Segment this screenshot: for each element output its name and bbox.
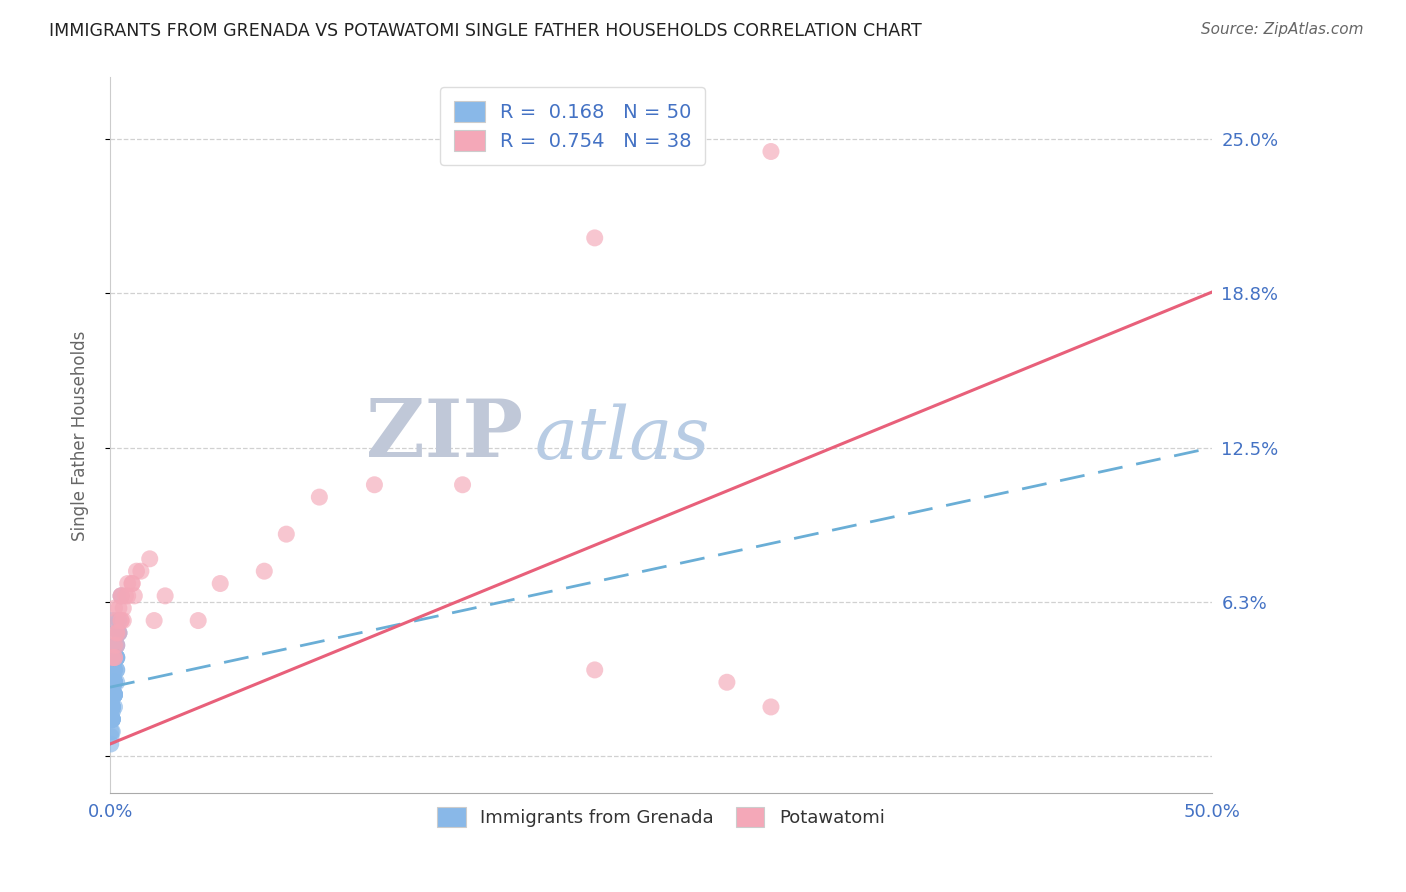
Point: [103, 675, 125, 690]
Point: [110, 614, 132, 628]
Point: [308, 490, 330, 504]
Point: [716, 675, 738, 690]
Point: [101, 688, 124, 702]
Point: [759, 700, 782, 714]
Point: [110, 589, 132, 603]
Point: [105, 663, 128, 677]
Point: [103, 650, 125, 665]
Point: [105, 663, 128, 677]
Point: [138, 551, 160, 566]
Point: [103, 675, 125, 690]
Point: [101, 700, 124, 714]
Point: [112, 614, 135, 628]
Point: [108, 614, 131, 628]
Point: [105, 638, 128, 652]
Point: [143, 614, 166, 628]
Point: [110, 589, 132, 603]
Point: [101, 688, 124, 702]
Text: atlas: atlas: [534, 404, 710, 475]
Point: [105, 650, 128, 665]
Point: [112, 601, 135, 615]
Point: [129, 564, 152, 578]
Point: [103, 688, 125, 702]
Point: [103, 688, 125, 702]
Point: [101, 700, 124, 714]
Point: [105, 650, 128, 665]
Point: [117, 589, 139, 603]
Point: [108, 626, 131, 640]
Point: [103, 601, 125, 615]
Point: [105, 638, 128, 652]
Point: [209, 576, 232, 591]
Point: [101, 712, 124, 726]
Point: [187, 614, 209, 628]
Point: [101, 688, 124, 702]
Point: [117, 576, 139, 591]
Point: [363, 477, 385, 491]
Legend: Immigrants from Grenada, Potawatomi: Immigrants from Grenada, Potawatomi: [430, 800, 891, 834]
Point: [103, 675, 125, 690]
Point: [103, 688, 125, 702]
Point: [153, 589, 176, 603]
Point: [101, 712, 124, 726]
Point: [101, 700, 124, 714]
Point: [451, 477, 474, 491]
Point: [253, 564, 276, 578]
Point: [101, 650, 124, 665]
Point: [100, 737, 122, 751]
Point: [101, 700, 124, 714]
Point: [103, 675, 125, 690]
Point: [105, 650, 128, 665]
Point: [100, 730, 122, 744]
Point: [103, 650, 125, 665]
Point: [101, 724, 124, 739]
Point: [105, 650, 128, 665]
Point: [108, 626, 131, 640]
Point: [583, 231, 606, 245]
Point: [121, 576, 143, 591]
Point: [103, 675, 125, 690]
Point: [103, 675, 125, 690]
Point: [105, 638, 128, 652]
Point: [103, 688, 125, 702]
Point: [105, 626, 128, 640]
Point: [101, 712, 124, 726]
Point: [100, 712, 122, 726]
Point: [103, 663, 125, 677]
Point: [101, 614, 124, 628]
Point: [101, 705, 124, 719]
Point: [105, 626, 128, 640]
Point: [110, 589, 132, 603]
Point: [276, 527, 298, 541]
Point: [759, 145, 782, 159]
Point: [103, 638, 125, 652]
Point: [125, 564, 148, 578]
Text: Source: ZipAtlas.com: Source: ZipAtlas.com: [1201, 22, 1364, 37]
Point: [583, 663, 606, 677]
Point: [108, 601, 131, 615]
Point: [121, 576, 143, 591]
Point: [101, 712, 124, 726]
Point: [101, 700, 124, 714]
Point: [101, 712, 124, 726]
Point: [108, 626, 131, 640]
Point: [103, 688, 125, 702]
Point: [105, 614, 128, 628]
Y-axis label: Single Father Households: Single Father Households: [72, 330, 89, 541]
Point: [124, 589, 146, 603]
Point: [103, 700, 125, 714]
Point: [105, 675, 128, 690]
Point: [101, 700, 124, 714]
Point: [100, 724, 122, 739]
Text: ZIP: ZIP: [366, 396, 523, 475]
Text: IMMIGRANTS FROM GRENADA VS POTAWATOMI SINGLE FATHER HOUSEHOLDS CORRELATION CHART: IMMIGRANTS FROM GRENADA VS POTAWATOMI SI…: [49, 22, 922, 40]
Point: [114, 589, 136, 603]
Point: [103, 663, 125, 677]
Point: [101, 700, 124, 714]
Point: [110, 614, 132, 628]
Point: [103, 650, 125, 665]
